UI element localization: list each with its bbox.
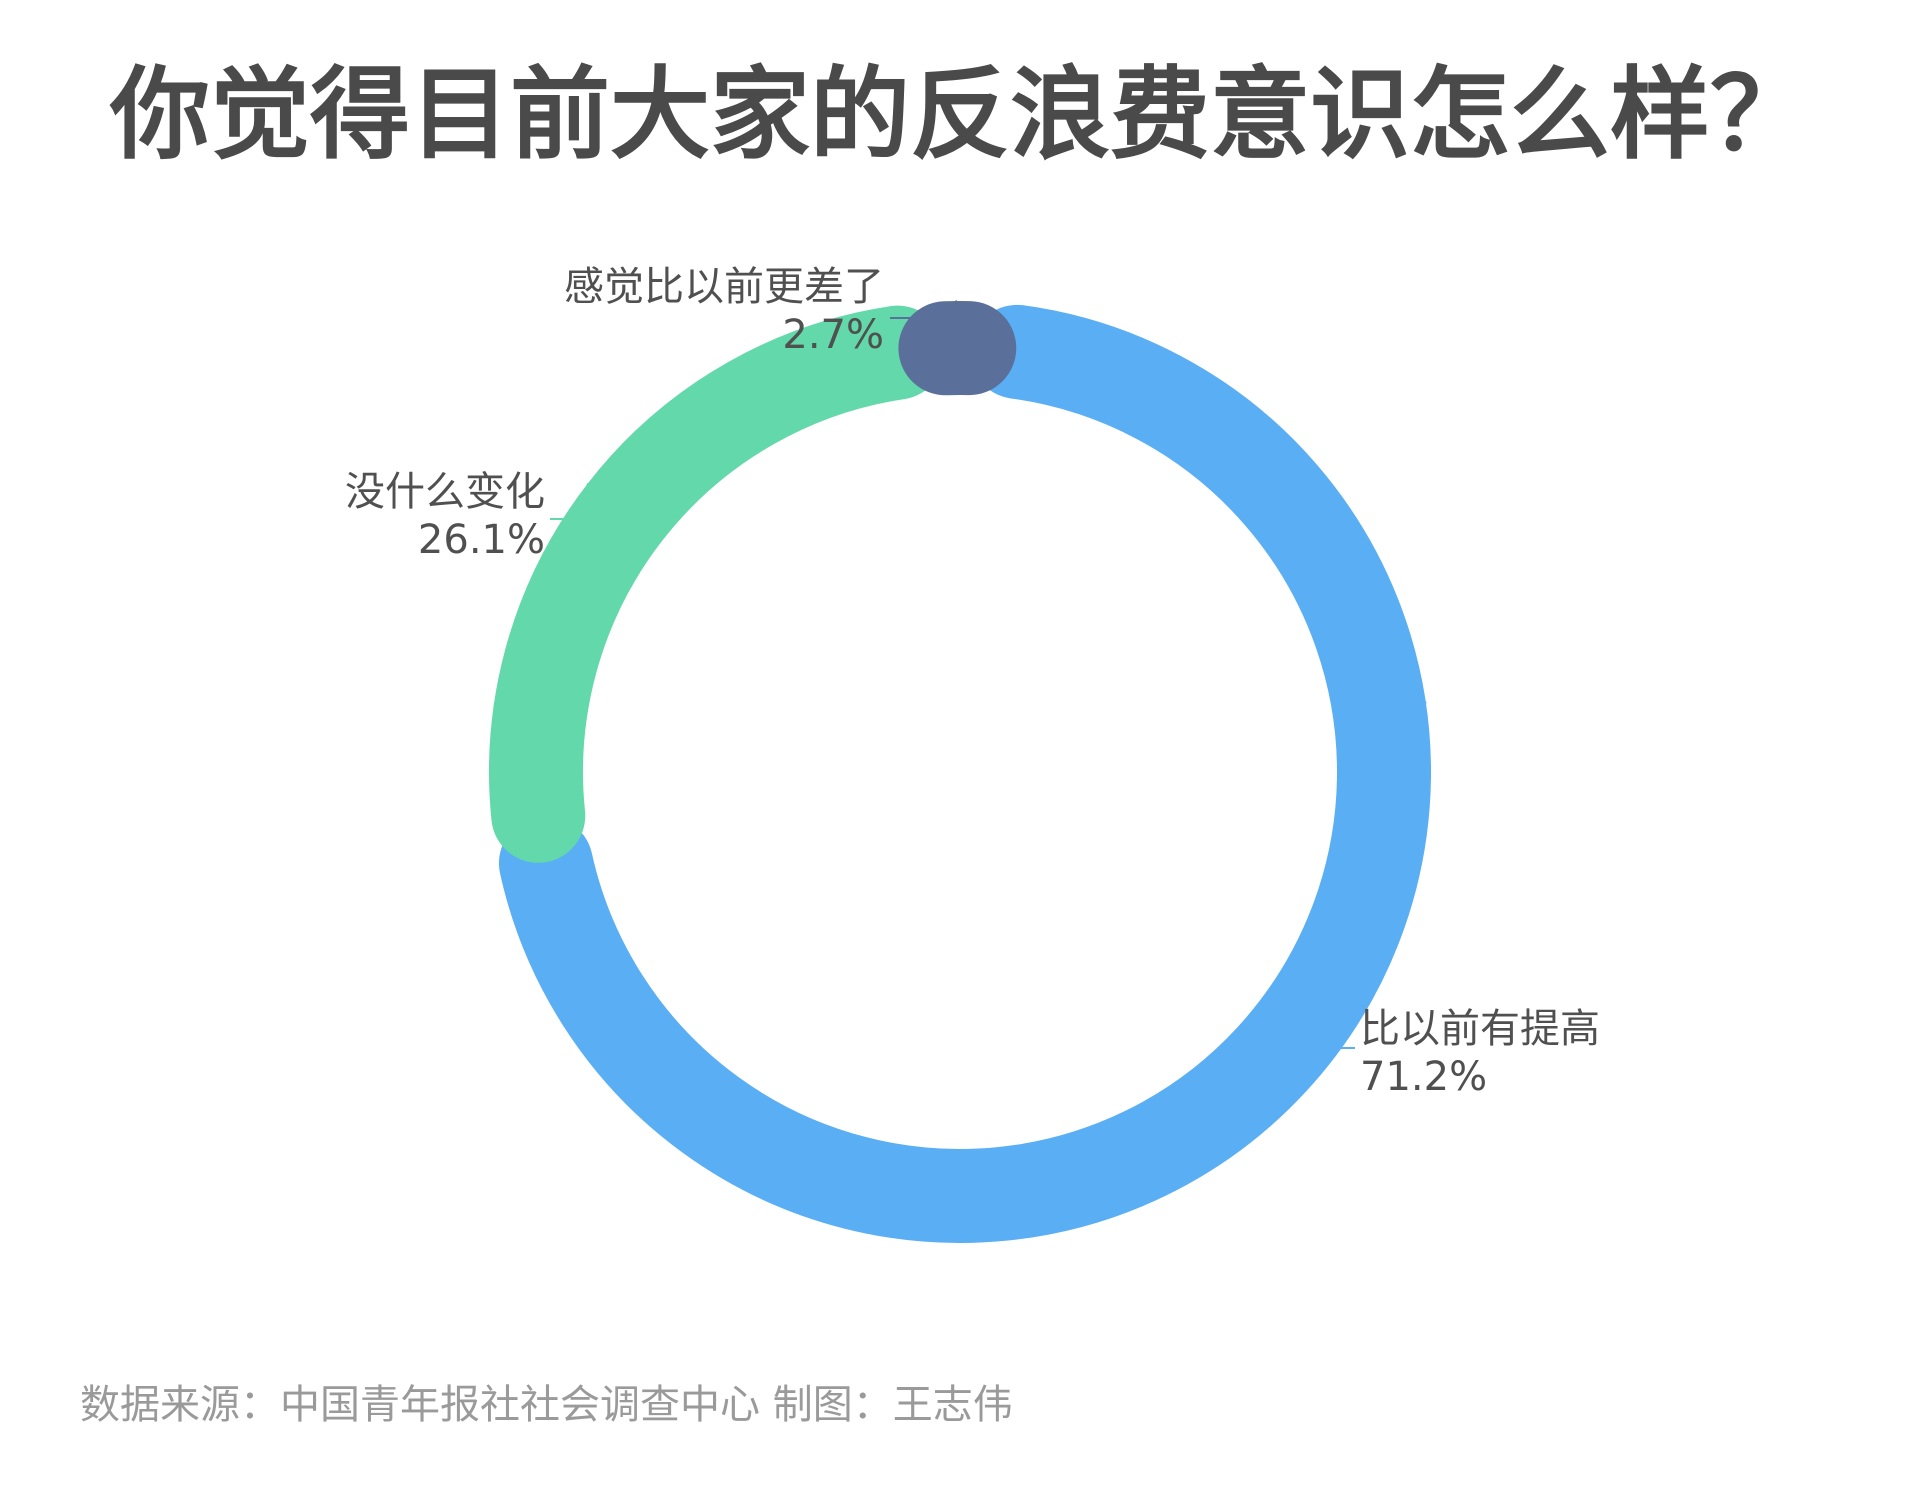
leader-line (1320, 701, 1427, 1049)
donut-slice (489, 305, 945, 863)
donut-slice (498, 304, 1431, 1243)
slice-name-label: 感觉比以前更差了 (564, 264, 884, 310)
slice-value-label: 2.7% (782, 312, 884, 358)
slice-name-label: 比以前有提高 (1360, 1006, 1600, 1052)
slice-name-label: 没什么变化 (345, 469, 545, 515)
slice-value-label: 26.1% (418, 517, 545, 563)
leader-line (550, 483, 589, 520)
slice-value-label: 71.2% (1360, 1054, 1487, 1100)
donut-slices (489, 301, 1431, 1243)
leader-lines (550, 300, 1427, 1049)
source-note: 数据来源：中国青年报社社会调查中心 制图：王志伟 (80, 1382, 1013, 1428)
leader-line (890, 300, 958, 319)
chart-title: 你觉得目前大家的反浪费意识怎么样？ (110, 56, 1810, 173)
